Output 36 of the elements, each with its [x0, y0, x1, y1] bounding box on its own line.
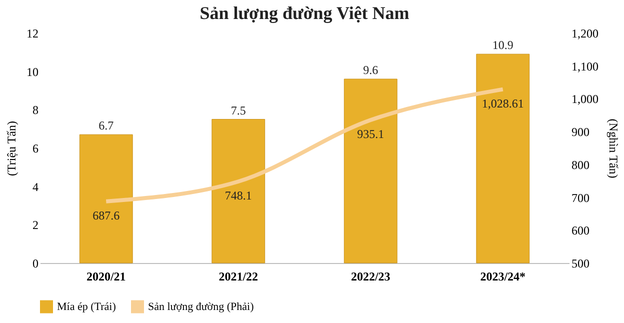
x-tick-label: 2021/22 — [218, 270, 258, 284]
y2-tick-label: 500 — [572, 256, 590, 270]
y2-tick-label: 1,000 — [572, 92, 598, 106]
y2-axis-title: (Nghìn Tấn) — [606, 118, 620, 178]
y-tick-label: 8 — [32, 103, 38, 118]
data-label: 10.9 — [492, 38, 514, 52]
data-label: 7.5 — [230, 103, 246, 118]
y2-tick-label: 1,100 — [572, 59, 598, 74]
y-tick-label: 12 — [26, 26, 38, 40]
data-label: 748.1 — [224, 188, 252, 202]
bar — [476, 54, 530, 264]
x-tick-label: 2022/23 — [350, 270, 390, 284]
x-tick-label: 2023/24* — [480, 270, 526, 284]
data-label: 1,028.61 — [482, 96, 524, 110]
bar — [212, 119, 266, 264]
y-axis-title: (Triệu Tấn) — [4, 121, 18, 176]
legend-label: Mía ép (Trái) — [57, 300, 116, 313]
y2-tick-label: 900 — [572, 125, 590, 140]
y2-tick-label: 600 — [572, 224, 590, 238]
y-tick-label: 10 — [26, 64, 38, 79]
data-label: 6.7 — [98, 118, 114, 133]
y-tick-label: 0 — [32, 256, 38, 270]
data-label: 687.6 — [92, 208, 120, 222]
legend-label: Sản lượng đường (Phải) — [148, 300, 254, 313]
y2-tick-label: 800 — [572, 158, 590, 172]
data-label: 9.6 — [363, 63, 378, 77]
y2-tick-label: 1,200 — [572, 26, 598, 40]
y-tick-label: 4 — [32, 180, 38, 194]
data-label: 935.1 — [357, 127, 384, 142]
y2-tick-label: 700 — [572, 190, 590, 205]
bar — [79, 134, 133, 264]
x-tick-label: 2020/21 — [86, 270, 126, 284]
y-tick-label: 2 — [32, 218, 38, 232]
chart-title: Sản lượng đường Việt Nam — [200, 3, 410, 23]
bar — [344, 78, 398, 264]
y-tick-label: 6 — [32, 142, 38, 156]
